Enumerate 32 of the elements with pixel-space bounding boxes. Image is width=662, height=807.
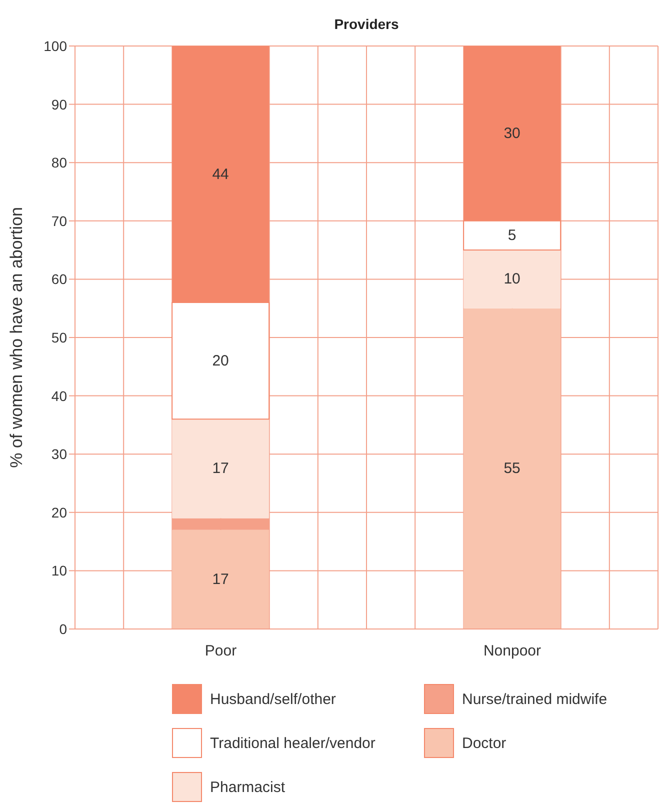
legend-label: Husband/self/other — [210, 690, 336, 708]
bar — [172, 530, 270, 629]
x-tick-label: Poor — [204, 642, 237, 660]
y-tick-label: 90 — [51, 96, 68, 112]
bar — [464, 308, 561, 629]
bar — [172, 419, 270, 518]
legend-label: Nurse/trained midwife — [462, 690, 608, 708]
y-tick-label: 70 — [51, 212, 68, 229]
x-tick-label: Nonpoor — [483, 642, 542, 660]
y-tick-label: 20 — [51, 504, 68, 520]
y-tick-label: 0 — [59, 620, 68, 637]
data-label: 55 — [504, 460, 520, 478]
chart-title: Providers — [333, 16, 400, 32]
y-tick-label: 40 — [51, 388, 68, 404]
data-label: 17 — [212, 570, 229, 588]
bar — [464, 250, 561, 308]
y-axis-title: % of women who have an abortion — [7, 207, 26, 468]
y-tick-label: 50 — [51, 329, 68, 346]
y-tick-label: 10 — [51, 562, 68, 579]
data-label: 44 — [212, 166, 229, 183]
y-tick-label: 30 — [51, 446, 68, 462]
legend-label: Doctor — [462, 734, 506, 752]
legend-label: Traditional healer/vendor — [210, 734, 376, 752]
data-label: 17 — [212, 460, 229, 478]
data-label: 30 — [504, 124, 520, 142]
data-label: 10 — [504, 270, 520, 288]
data-label: 5 — [508, 226, 516, 244]
y-tick-label: 60 — [51, 271, 68, 288]
data-label: 20 — [212, 352, 229, 370]
legend-label: Pharmacist — [210, 778, 286, 796]
y-tick-label: 80 — [51, 154, 68, 171]
y-tick-label: 100 — [44, 38, 68, 54]
